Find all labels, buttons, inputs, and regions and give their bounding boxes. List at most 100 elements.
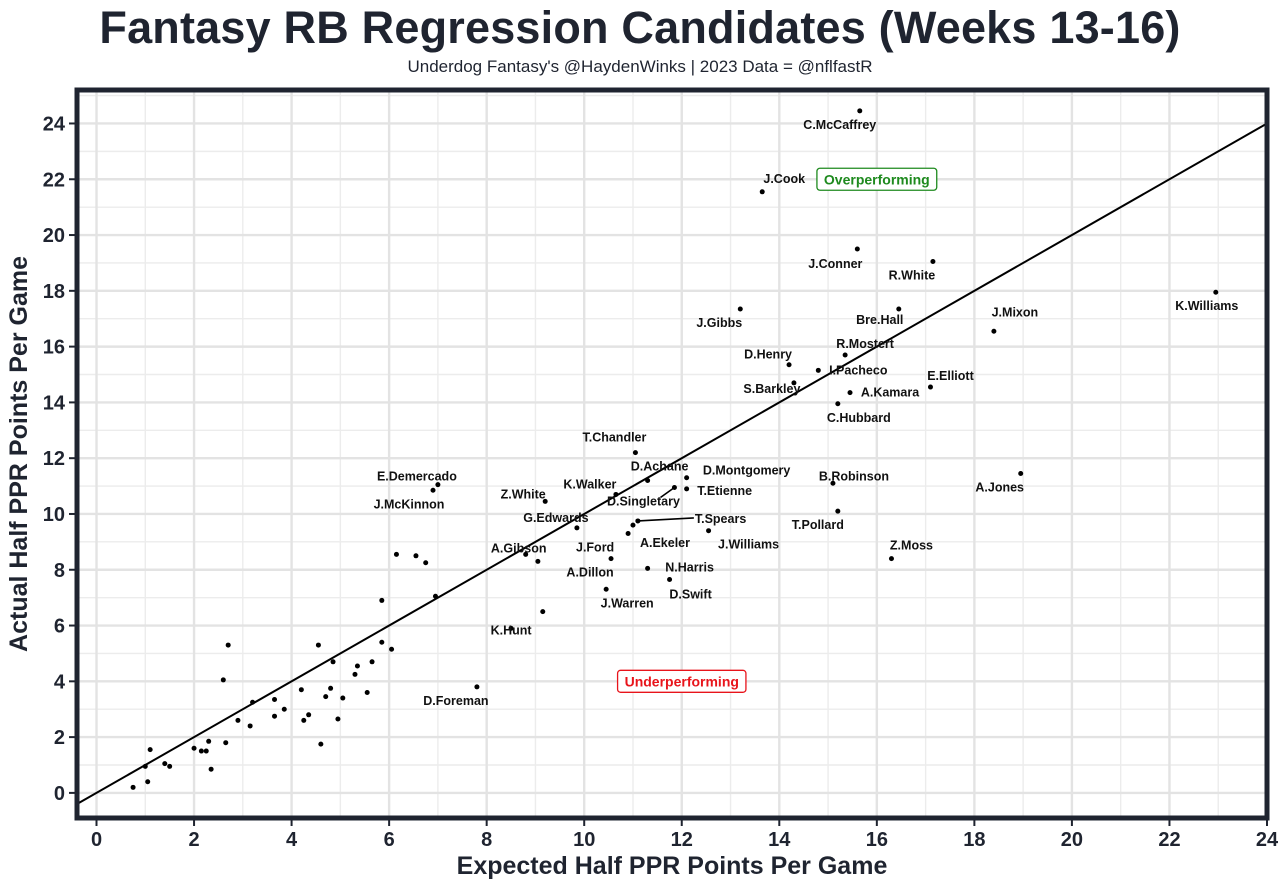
point-label: J.McKinnon bbox=[374, 497, 445, 511]
data-point bbox=[130, 784, 136, 790]
x-tick-label: 10 bbox=[573, 829, 595, 851]
point-label: A.Kamara bbox=[861, 386, 920, 400]
x-axis-title: Expected Half PPR Points Per Game bbox=[457, 852, 888, 880]
x-tick-label: 12 bbox=[671, 829, 693, 851]
data-point bbox=[364, 689, 370, 695]
data-point bbox=[603, 586, 609, 592]
data-point bbox=[272, 713, 278, 719]
data-point bbox=[613, 491, 619, 497]
y-tick-label: 24 bbox=[43, 113, 66, 135]
data-point bbox=[147, 747, 153, 753]
x-tick-label: 14 bbox=[768, 829, 791, 851]
point-label: C.McCaffrey bbox=[803, 118, 876, 132]
data-point bbox=[888, 556, 894, 562]
data-point bbox=[379, 597, 385, 603]
data-point bbox=[272, 696, 278, 702]
point-label: D.Singletary bbox=[607, 494, 680, 508]
y-tick-label: 6 bbox=[54, 616, 65, 638]
data-point bbox=[830, 480, 836, 486]
data-point bbox=[281, 706, 287, 712]
x-tick-label: 24 bbox=[1256, 829, 1279, 851]
plot-border bbox=[74, 87, 1270, 821]
point-label: J.Gibbs bbox=[696, 316, 742, 330]
data-point bbox=[315, 642, 321, 648]
data-point bbox=[706, 528, 712, 534]
data-point bbox=[323, 694, 329, 700]
data-point bbox=[523, 551, 529, 557]
data-point bbox=[1018, 471, 1024, 477]
data-point bbox=[379, 639, 385, 645]
point-label: R.Mostert bbox=[836, 337, 894, 351]
data-point bbox=[842, 352, 848, 358]
data-point bbox=[759, 189, 765, 195]
y-tick-label: 18 bbox=[43, 281, 65, 303]
point-label: D.Foreman bbox=[423, 694, 488, 708]
point-label: A.Ekeler bbox=[640, 536, 690, 550]
x-tick-label: 22 bbox=[1158, 829, 1180, 851]
data-point bbox=[667, 577, 673, 583]
data-point bbox=[991, 328, 997, 334]
point-label: R.White bbox=[889, 269, 936, 283]
data-point bbox=[542, 498, 548, 504]
points bbox=[130, 108, 1219, 790]
leader-lines bbox=[637, 486, 694, 522]
annotations: Overperforming Underperforming bbox=[616, 167, 938, 693]
data-point bbox=[162, 761, 168, 767]
point-label: K.Walker bbox=[563, 477, 616, 491]
point-label: I.Pacheco bbox=[829, 363, 888, 377]
x-tick-label: 2 bbox=[188, 829, 199, 851]
data-point bbox=[203, 748, 209, 754]
data-point bbox=[191, 745, 197, 751]
data-point bbox=[896, 306, 902, 312]
reference-line-y-equals-x bbox=[76, 122, 1268, 805]
data-point bbox=[684, 486, 690, 492]
point-label: T.Chandler bbox=[582, 431, 646, 445]
data-point bbox=[225, 642, 231, 648]
data-point bbox=[142, 763, 148, 769]
data-point bbox=[220, 677, 226, 683]
annotation: Overperforming bbox=[816, 167, 938, 191]
data-point bbox=[927, 384, 933, 390]
point-label: E.Demercado bbox=[377, 470, 457, 484]
annotation-box bbox=[616, 669, 747, 693]
data-point bbox=[328, 685, 334, 691]
point-label: D.Henry bbox=[744, 348, 792, 362]
point-label: Z.White bbox=[501, 487, 546, 501]
point-label: G.Edwards bbox=[523, 511, 588, 525]
data-point bbox=[635, 518, 641, 524]
data-point bbox=[574, 525, 580, 531]
y-tick-label: 10 bbox=[43, 504, 65, 526]
y-tick-label: 22 bbox=[43, 169, 65, 191]
data-point bbox=[423, 560, 429, 566]
x-tick-label: 0 bbox=[91, 829, 102, 851]
data-point bbox=[352, 671, 358, 677]
data-point bbox=[389, 646, 395, 652]
point-label: T.Etienne bbox=[697, 484, 752, 498]
data-point bbox=[298, 687, 304, 693]
data-point bbox=[247, 723, 253, 729]
data-point bbox=[198, 748, 204, 754]
data-point bbox=[835, 508, 841, 514]
x-tick-label: 4 bbox=[286, 829, 298, 851]
point-label: J.Mixon bbox=[992, 305, 1039, 319]
point-label: E.Elliott bbox=[927, 369, 974, 383]
point-label: D.Swift bbox=[669, 588, 712, 602]
data-point bbox=[167, 763, 173, 769]
annotation: Underperforming bbox=[616, 669, 747, 693]
data-point bbox=[535, 558, 541, 564]
data-point bbox=[235, 717, 241, 723]
data-point bbox=[250, 699, 256, 705]
data-point bbox=[474, 684, 480, 690]
data-point bbox=[508, 625, 514, 631]
point-label: B.Robinson bbox=[819, 469, 889, 483]
data-point bbox=[432, 593, 438, 599]
y-tick-label: 14 bbox=[43, 392, 66, 414]
y-tick-label: 8 bbox=[54, 560, 65, 582]
data-point bbox=[145, 779, 151, 785]
y-tick-label: 0 bbox=[54, 783, 65, 805]
point-label: A.Dillon bbox=[566, 566, 613, 580]
data-point bbox=[645, 565, 651, 571]
point-label: A.Jones bbox=[975, 481, 1024, 495]
data-point bbox=[645, 477, 651, 483]
